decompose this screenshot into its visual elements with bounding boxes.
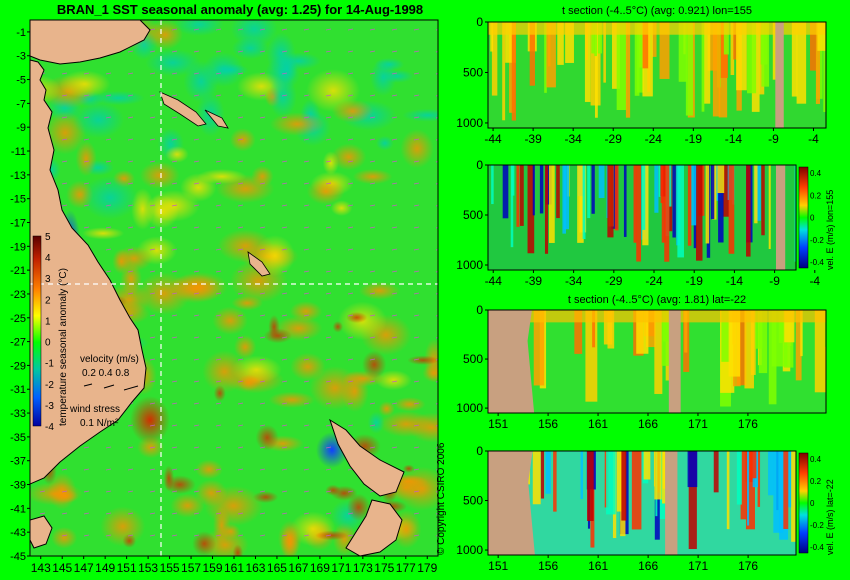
solomon-islands: [159, 91, 207, 127]
map-x-tick-label: 151: [117, 561, 137, 575]
map-x-tick-label: 143: [31, 561, 51, 575]
colorbar-tick-label: 1: [45, 316, 51, 327]
map-y-tick-label: -31: [10, 384, 26, 396]
map-y-tick-label: -7: [16, 98, 26, 110]
map-x-tick-label: 169: [310, 561, 330, 575]
map-y-tick-label: -11: [11, 146, 26, 158]
map-x-tick-label: 153: [138, 561, 158, 575]
colorbar-tick-label: -1: [45, 359, 54, 370]
island-chain: [204, 109, 229, 129]
map-y-tick-label: -5: [16, 75, 26, 87]
main-title: BRAN_1 SST seasonal anomaly (avg: 1.25) …: [56, 2, 424, 17]
colorbar-tick-label: -4: [45, 422, 54, 433]
map-y-tick-label: -35: [10, 432, 26, 444]
map-y-tick-label: -43: [10, 527, 26, 539]
tasmania-landmass: [30, 515, 53, 549]
australia-landmass: [30, 59, 147, 485]
map-x-tick-label: 171: [331, 561, 351, 575]
map-y-tick-label: -19: [10, 241, 26, 253]
map-x-tick-label: 159: [203, 561, 223, 575]
map-y-tick-label: -3: [16, 51, 26, 63]
colorbar-tick-label: 5: [45, 232, 51, 243]
map-y-tick-label: -25: [10, 313, 26, 325]
map-y-tick-label: -17: [10, 217, 26, 229]
map-y-tick-label: -1: [16, 27, 26, 39]
map-y-tick-label: -13: [10, 170, 26, 182]
map-y-tick-label: -27: [10, 337, 26, 349]
map-y-tick-label: -29: [10, 360, 26, 372]
map-y-tick-label: -39: [10, 480, 26, 492]
new-caledonia: [247, 251, 271, 277]
map-x-tick-label: 161: [224, 561, 244, 575]
colorbar-tick-label: 0: [45, 338, 51, 349]
map-x-tick-label: 157: [181, 561, 201, 575]
t-section-lon-title: t section (-4..5°C) (avg: 0.921) lon=155: [562, 5, 752, 17]
map-y-tick-label: -23: [10, 289, 26, 301]
map-x-tick-label: 145: [52, 561, 72, 575]
new-zealand-north: [329, 418, 405, 497]
colorbar-tick-label: -3: [45, 401, 54, 412]
map-x-tick-label: 167: [288, 561, 308, 575]
velocity-legend-label: velocity (m/s): [80, 354, 139, 365]
map-x-tick-label: 173: [353, 561, 373, 575]
map-x-tick-label: 155: [160, 561, 180, 575]
map-x-tick-label: 179: [417, 561, 437, 575]
colorbar-tick-label: -2: [45, 380, 54, 391]
map-y-tick-label: -33: [10, 408, 26, 420]
map-x-tick-label: 175: [374, 561, 394, 575]
map-x-tick-label: 147: [74, 561, 94, 575]
wind-stress-label: wind stress: [69, 404, 120, 415]
map-y-tick-label: -41: [10, 503, 26, 515]
map-y-tick-label: -45: [10, 551, 26, 563]
map-y-tick-label: -21: [10, 265, 26, 277]
colorbar-tick-label: 2: [45, 295, 51, 306]
colorbar-tick-label: 4: [45, 253, 51, 264]
new-guinea-landmass: [30, 20, 151, 65]
colorbar-label: temperature seasonal anomaly (°C): [58, 268, 69, 426]
map-x-tick-label: 149: [95, 561, 115, 575]
map-x-tick-label: 163: [245, 561, 265, 575]
map-x-tick-label: 165: [267, 561, 287, 575]
t-section-lat-title: t section (-4..5°C) (avg: 1.81) lat=-22: [567, 294, 747, 306]
colorbar-tick-label: 3: [45, 274, 51, 285]
wind-stress-value: 0.1 N/m²: [80, 418, 119, 429]
copyright-text: © Copyright CSIRO 2006: [436, 442, 447, 555]
map-y-tick-label: -15: [10, 194, 26, 206]
map-y-tick-label: -37: [10, 456, 26, 468]
new-zealand-south: [345, 499, 403, 556]
velocity-legend-values: 0.2 0.4 0.8: [82, 368, 130, 379]
map-x-tick-label: 177: [396, 561, 416, 575]
velocity-arrows: [83, 383, 139, 391]
map-y-tick-label: -9: [16, 122, 26, 134]
